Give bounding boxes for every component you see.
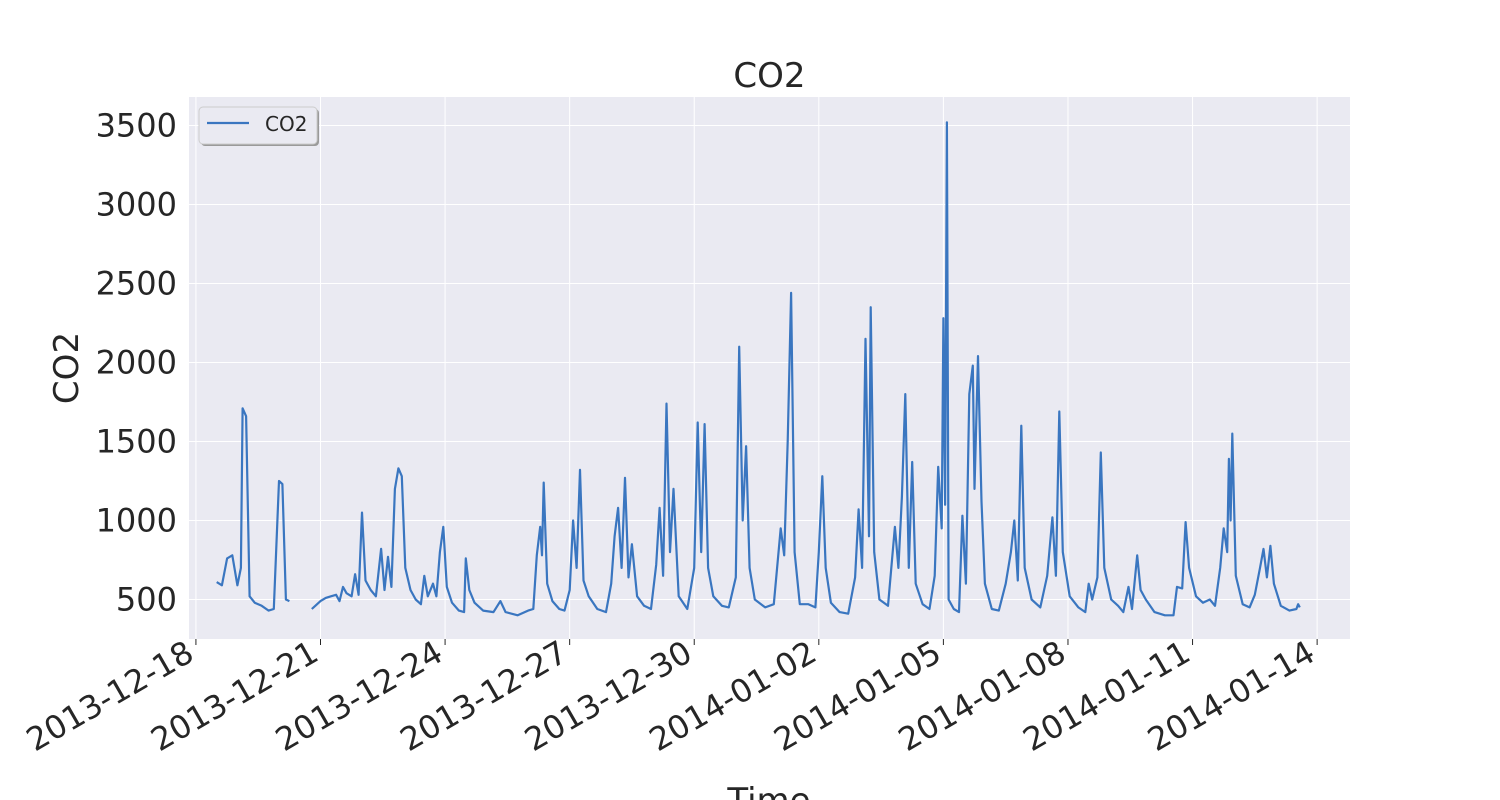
- y-tick-label: 3000: [96, 185, 177, 223]
- y-tick-label: 500: [116, 580, 177, 618]
- y-tick-label: 1000: [96, 501, 177, 539]
- y-axis-label: CO2: [47, 332, 87, 404]
- y-tick-label: 2500: [96, 264, 177, 302]
- legend-box: [198, 106, 318, 145]
- chart-title: CO2: [733, 56, 805, 96]
- series-group: [216, 121, 1301, 617]
- y-tick-label: 1500: [96, 422, 177, 460]
- plot-area: [189, 97, 1350, 639]
- y-axis-ticks: 500 1000 1500 2000 2500 3000 3500: [96, 106, 177, 618]
- x-axis-ticks: 2013-12-182013-12-212013-12-242013-12-27…: [20, 633, 1321, 759]
- legend-label: CO2: [265, 112, 307, 136]
- series-line-co2: [311, 121, 1301, 617]
- legend: CO2: [198, 106, 319, 146]
- x-axis-label: Time: [726, 781, 810, 800]
- y-tick-label: 2000: [96, 343, 177, 381]
- y-tick-label: 3500: [96, 106, 177, 144]
- series-line-co2: [216, 407, 290, 612]
